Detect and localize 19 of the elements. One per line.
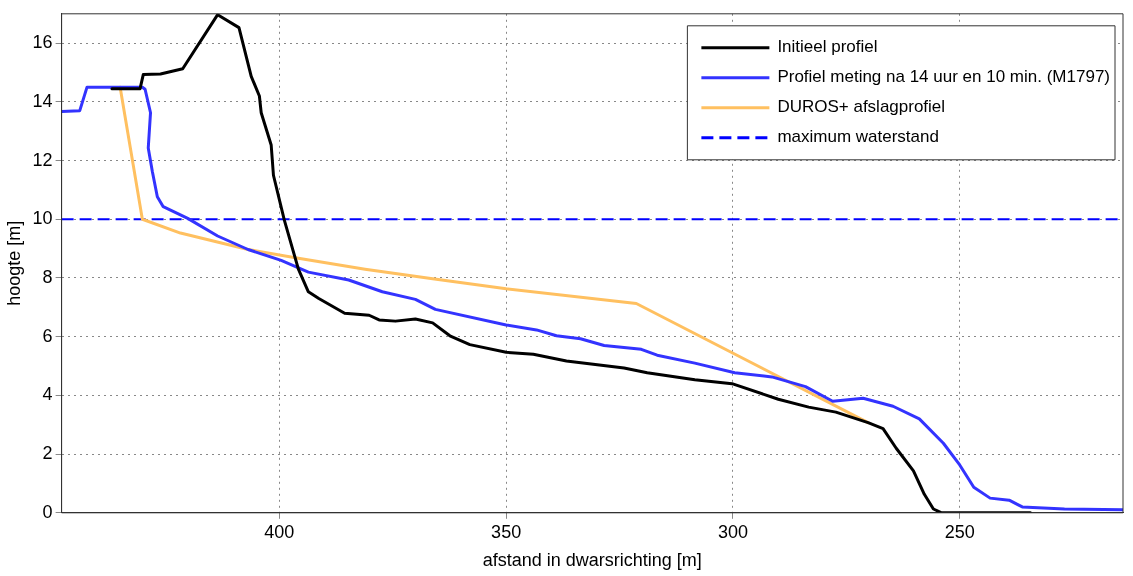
y-tick-label: 10 [32,208,53,229]
legend-label: maximum waterstand [777,127,939,147]
x-tick-label: 250 [944,521,975,542]
y-tick-label: 2 [42,443,53,464]
legend-label: Initieel profiel [777,37,878,57]
y-tick-label: 0 [42,501,53,522]
y-tick-label: 14 [32,90,53,111]
y-tick-label: 6 [42,325,53,346]
legend-label: DUROS+ afslagprofiel [777,97,946,117]
legend-label: Profiel meting na 14 uur en 10 min. (M1797) [777,67,1110,87]
y-tick-label: 16 [32,32,53,53]
x-tick-label: 400 [264,521,295,542]
y-tick-label: 12 [32,149,53,170]
x-tick-label: 350 [491,521,522,542]
x-tick-label: 300 [717,521,748,542]
y-tick-label: 8 [42,266,53,287]
y-axis-title: hoogte [m] [3,220,24,306]
y-tick-label: 4 [42,384,53,405]
x-axis-title: afstand in dwarsrichting [m] [482,550,702,571]
